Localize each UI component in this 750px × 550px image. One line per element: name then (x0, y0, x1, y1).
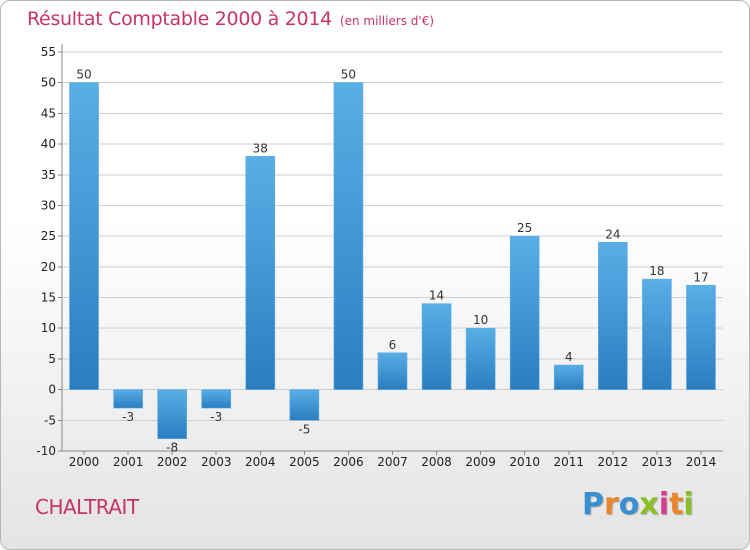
y-tick-label: 5 (48, 352, 56, 366)
x-tick-label: 2000 (69, 455, 100, 469)
bars (69, 82, 716, 440)
data-label-2014: 17 (693, 270, 708, 284)
bar-2013[interactable] (642, 278, 672, 390)
x-tick-label: 2007 (377, 455, 408, 469)
x-tick-label: 2004 (245, 455, 276, 469)
bar-2001[interactable] (113, 389, 143, 409)
bar-2005[interactable] (289, 389, 320, 421)
bar-2011[interactable] (553, 364, 584, 390)
data-label-2003: -3 (210, 410, 222, 424)
data-label-2006: 50 (341, 68, 356, 82)
y-tick-label: 35 (41, 168, 56, 182)
x-tick-label: 2014 (686, 455, 717, 469)
y-tick-label: 30 (41, 198, 56, 212)
data-label-2012: 24 (605, 227, 620, 241)
brand-letter: t (669, 487, 684, 522)
x-tick-label: 2003 (201, 455, 232, 469)
y-tick-label: 50 (41, 76, 56, 90)
title-row: Résultat Comptable 2000 à 2014 (en millie… (27, 8, 434, 30)
data-label-2011: 4 (565, 350, 573, 364)
bar-2000[interactable] (69, 82, 99, 390)
bar-2003[interactable] (201, 389, 232, 409)
data-label-2000: 50 (76, 68, 91, 82)
brand-letter: r (604, 487, 619, 522)
x-tick-label: 2008 (421, 455, 452, 469)
data-label-2013: 18 (649, 264, 664, 278)
brand-letter: i (658, 487, 670, 522)
axes: -10 -5 0 5 10 15 20 25 30 35 40 45 50 55 2000 2001 2002 2… (36, 44, 723, 469)
y-tick-label: -10 (36, 444, 56, 458)
x-tick-label: 2013 (642, 455, 673, 469)
data-label-2004: 38 (253, 141, 268, 155)
y-tick-label: 45 (41, 106, 56, 120)
x-tick-label: 2010 (509, 455, 540, 469)
y-tick-label: 25 (41, 229, 56, 243)
data-label-2009: 10 (473, 313, 488, 327)
x-tick-label: 2009 (465, 455, 496, 469)
x-tick-label: 2005 (289, 455, 320, 469)
brand-letter: P (582, 487, 604, 522)
y-tick-label: 10 (41, 321, 56, 335)
data-label-2001: -3 (122, 410, 134, 424)
y-tick-label: 15 (41, 291, 56, 305)
brand-letter: o (618, 487, 640, 522)
proxiti-logo[interactable]: Proxiti (582, 487, 694, 522)
bar-2004[interactable] (245, 156, 276, 390)
bar-2002[interactable] (157, 389, 187, 440)
y-tick-label: 0 (48, 383, 56, 397)
bar-2007[interactable] (377, 352, 408, 390)
y-tick-label: 55 (41, 45, 56, 59)
x-tick-label: 2002 (157, 455, 188, 469)
bar-2014[interactable] (686, 284, 716, 390)
brand-letter: i (683, 487, 694, 522)
data-label-2010: 25 (517, 221, 532, 235)
bar-2008[interactable] (421, 303, 452, 390)
y-tick-label: 20 (41, 260, 56, 274)
chart-subtitle: (en milliers d'€) (339, 14, 435, 28)
data-label-2002: -8 (166, 441, 178, 455)
data-label-2008: 14 (429, 289, 444, 303)
y-tick-label: -5 (44, 413, 56, 427)
data-labels: 50 -3 -8 -3 38 -5 50 6 14 10 25 4 24 18 17 (76, 68, 708, 455)
bar-2012[interactable] (598, 241, 628, 390)
bar-2009[interactable] (465, 327, 496, 390)
y-tick-label: 40 (41, 137, 56, 151)
bar-2006[interactable] (333, 82, 364, 390)
chart-title: Résultat Comptable 2000 à 2014 (27, 8, 332, 30)
x-tick-label: 2001 (113, 455, 144, 469)
bar-2010[interactable] (509, 235, 540, 390)
x-tick-label: 2006 (333, 455, 364, 469)
data-label-2005: -5 (298, 422, 310, 436)
x-tick-label: 2012 (598, 455, 629, 469)
brand-letter: x (639, 487, 659, 522)
x-tick-label: 2011 (553, 455, 584, 469)
data-label-2007: 6 (389, 338, 397, 352)
commune-name: CHALTRAIT (35, 495, 139, 519)
